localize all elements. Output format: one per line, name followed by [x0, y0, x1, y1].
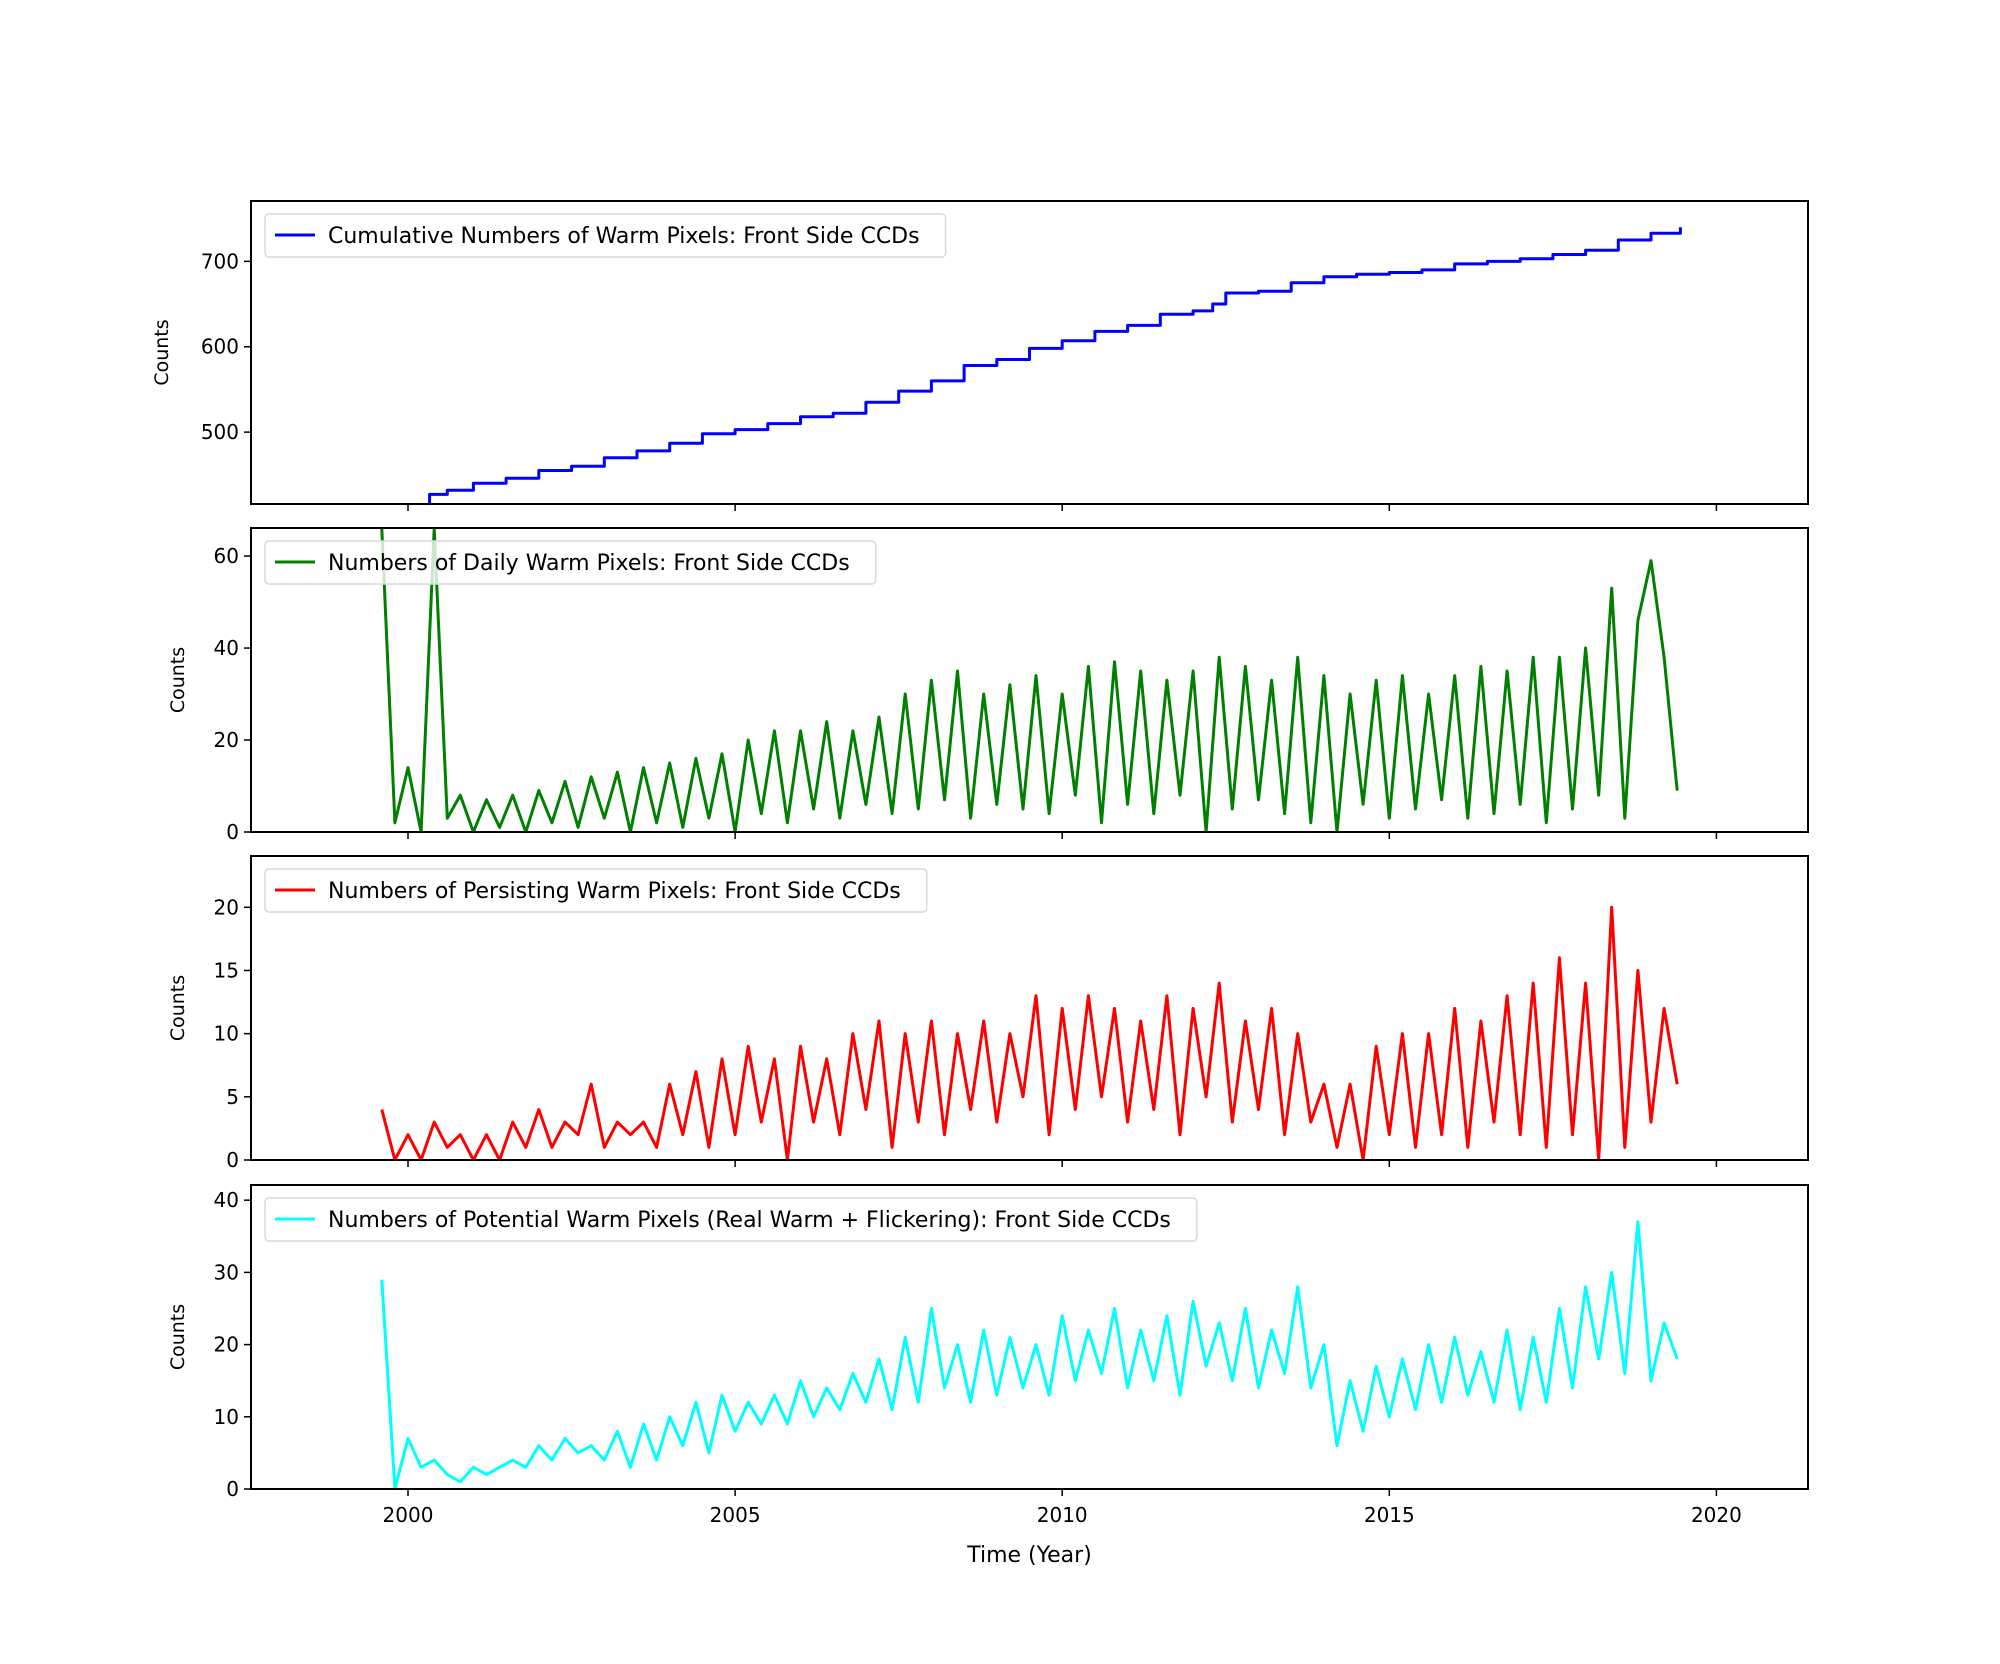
- y-tick-label: 20: [214, 728, 239, 752]
- series-line-3: [380, 905, 1679, 1160]
- y-tick-label: 700: [201, 249, 239, 273]
- y-tick-label: 40: [214, 636, 239, 660]
- legend-box: [264, 1197, 1198, 1242]
- legend-label: Numbers of Daily Warm Pixels: Front Side…: [328, 551, 850, 576]
- legend-box: [264, 540, 877, 585]
- x-tick-label: 2015: [1364, 1503, 1415, 1527]
- y-axis-label: Counts: [151, 319, 173, 385]
- x-axis-label: Time (Year): [966, 1543, 1092, 1568]
- panel-4: Numbers of Potential Warm Pixels (Real W…: [167, 1184, 1809, 1527]
- x-tick-label: 2005: [710, 1503, 761, 1527]
- legend-label: Numbers of Potential Warm Pixels (Real W…: [328, 1208, 1171, 1233]
- panel-3: Numbers of Persisting Warm Pixels: Front…: [167, 855, 1809, 1172]
- legend: Numbers of Potential Warm Pixels (Real W…: [264, 1197, 1198, 1242]
- x-tick-label: 2010: [1037, 1503, 1088, 1527]
- axes-frame: [250, 527, 1809, 833]
- y-tick-label: 5: [226, 1085, 239, 1109]
- y-tick-label: 0: [226, 820, 239, 844]
- y-tick-label: 0: [226, 1148, 239, 1172]
- y-tick-label: 10: [214, 1022, 239, 1046]
- y-tick-label: 30: [214, 1260, 239, 1284]
- y-tick-label: 0: [226, 1477, 239, 1501]
- series-line-2: [380, 528, 1679, 832]
- y-axis-label: Counts: [167, 975, 189, 1041]
- panel-1: Cumulative Numbers of Warm Pixels: Front…: [151, 200, 1809, 511]
- legend: Numbers of Daily Warm Pixels: Front Side…: [264, 540, 877, 585]
- legend: Cumulative Numbers of Warm Pixels: Front…: [264, 213, 947, 258]
- y-axis-label: Counts: [167, 1304, 189, 1370]
- axes-frame: [250, 855, 1809, 1161]
- y-tick-label: 500: [201, 420, 239, 444]
- legend-label: Cumulative Numbers of Warm Pixels: Front…: [328, 224, 920, 249]
- legend-label: Numbers of Persisting Warm Pixels: Front…: [328, 879, 901, 904]
- axes-frame: [250, 1184, 1809, 1490]
- x-tick-label: 2020: [1691, 1503, 1742, 1527]
- y-tick-label: 40: [214, 1188, 239, 1212]
- y-tick-label: 20: [214, 1333, 239, 1357]
- series-line-4: [380, 1220, 1679, 1489]
- y-tick-label: 15: [214, 958, 239, 982]
- legend: Numbers of Persisting Warm Pixels: Front…: [264, 868, 928, 913]
- y-tick-label: 60: [214, 544, 239, 568]
- legend-box: [264, 868, 928, 913]
- y-axis-label: Counts: [167, 647, 189, 713]
- y-tick-label: 10: [214, 1405, 239, 1429]
- x-tick-label: 2000: [383, 1503, 434, 1527]
- legend-box: [264, 213, 947, 258]
- panel-2: Numbers of Daily Warm Pixels: Front Side…: [167, 527, 1809, 844]
- axes-frame: [250, 200, 1809, 505]
- y-tick-label: 600: [201, 335, 239, 359]
- y-tick-label: 20: [214, 895, 239, 919]
- series-line-1: [428, 227, 1682, 504]
